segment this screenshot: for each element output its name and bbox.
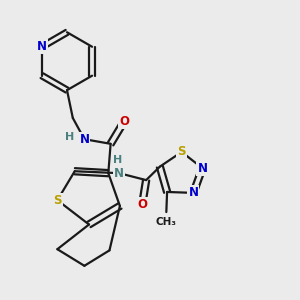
Text: N: N <box>80 133 89 146</box>
Text: S: S <box>177 146 186 158</box>
Text: S: S <box>53 194 61 207</box>
Text: CH₃: CH₃ <box>156 218 177 227</box>
Text: N: N <box>188 186 198 200</box>
Text: N: N <box>114 167 124 180</box>
Text: H: H <box>112 155 122 165</box>
Text: N: N <box>37 40 47 53</box>
Text: H: H <box>65 132 74 142</box>
Text: O: O <box>119 115 129 128</box>
Text: O: O <box>137 197 147 211</box>
Text: N: N <box>197 162 207 175</box>
